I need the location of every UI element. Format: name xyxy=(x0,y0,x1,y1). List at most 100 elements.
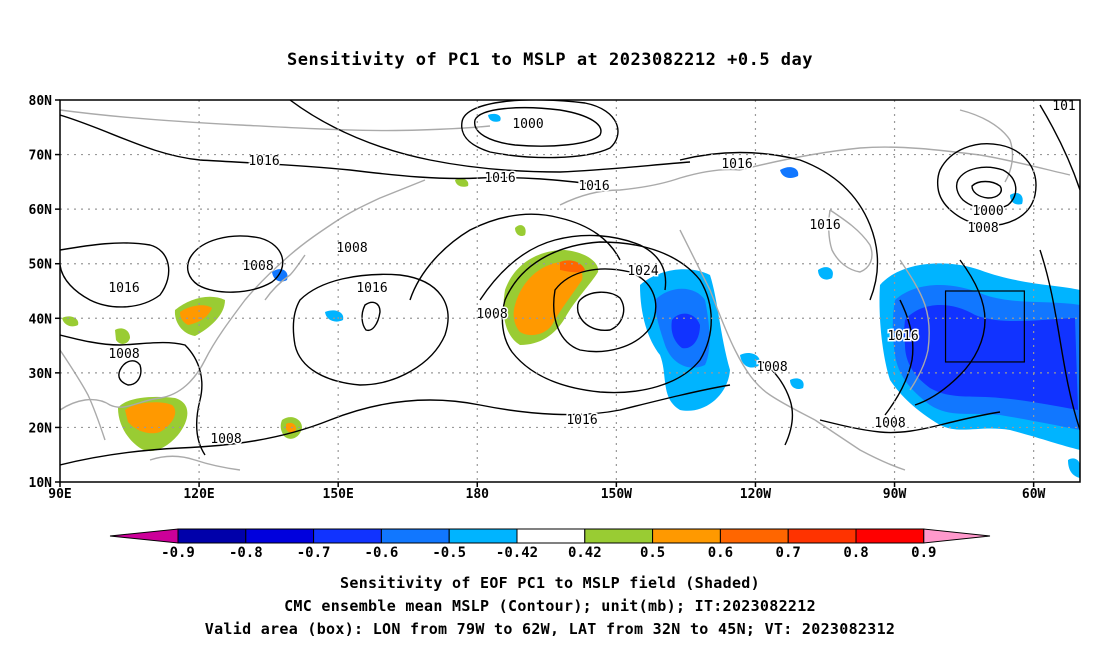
contour-1024-high xyxy=(553,268,657,353)
contour-1008-monsoon xyxy=(60,334,206,456)
colorbar-swatch xyxy=(177,528,247,544)
contour-1008-east-pacific xyxy=(409,213,621,301)
longitude-tick-label: 90W xyxy=(883,487,907,502)
contour-label: 1008 xyxy=(336,241,367,256)
negative-patch-northeast-pacific-core xyxy=(671,313,700,349)
negative-patch-east-edge xyxy=(1068,458,1080,478)
coastline-greenland xyxy=(959,109,1014,183)
contour-greenland-inner xyxy=(971,180,1002,199)
colorbar-tick-label: -0.42 xyxy=(496,545,538,561)
latitude-tick-label: 10N xyxy=(29,476,53,491)
negative-patch-arctic xyxy=(488,113,501,122)
negative-patch-west-coast xyxy=(740,353,761,368)
colorbar-swatch xyxy=(855,528,925,544)
negative-patch-hudson xyxy=(818,267,833,280)
longitude-tick-label: 120E xyxy=(183,487,214,502)
longitude-tick-label: 90E xyxy=(48,487,71,502)
coastlines xyxy=(60,109,1071,471)
colorbar-swatch xyxy=(448,528,518,544)
longitude-tick-label: 180 xyxy=(466,487,490,502)
coastline-siberia xyxy=(60,109,491,132)
plot-frame xyxy=(59,99,1081,483)
colorbar-swatch xyxy=(313,528,382,544)
contour-1016-pacific-small xyxy=(361,301,381,332)
colorbar-swatch xyxy=(787,528,857,544)
colorbar-tick-label: -0.6 xyxy=(365,545,399,561)
contour-1016-pacific-high xyxy=(292,273,449,386)
colorbar-tick-label: -0.7 xyxy=(297,545,331,561)
coastline-central-america xyxy=(814,419,906,471)
lat-lon-grid xyxy=(60,100,1080,482)
contour-label: 1016 xyxy=(108,281,139,296)
colorbar-low-arrow xyxy=(109,528,179,544)
coastline-canada xyxy=(739,146,1071,176)
longitude-tick-label: 120W xyxy=(740,487,771,502)
contour-label: 1016 xyxy=(721,157,752,172)
colorbar-swatch xyxy=(719,528,789,544)
contour-label: 1008 xyxy=(967,221,998,236)
mslp-contours xyxy=(60,100,1080,466)
colorbar-tick-label: 0.8 xyxy=(843,545,868,561)
map-title: Sensitivity of PC1 to MSLP at 2023082212… xyxy=(286,50,813,70)
contour-1000-greenland xyxy=(955,166,1017,210)
positive-patch-east-china-core xyxy=(180,305,212,325)
contour-1016-atlantic-low xyxy=(914,259,986,406)
colorbar-swatch xyxy=(516,528,586,544)
contour-label: 1016 xyxy=(248,154,279,169)
contour-label: 1008 xyxy=(756,360,787,375)
contour-label: 1008 xyxy=(108,347,139,362)
contour-1016-arctic xyxy=(289,100,691,173)
contour-label: 1016 xyxy=(484,171,515,186)
latitude-tick-label: 20N xyxy=(29,421,53,436)
contour-label: 101 xyxy=(1052,99,1075,114)
contour-label: 1008 xyxy=(476,307,507,322)
colorbar-tick-label: -0.5 xyxy=(432,545,466,561)
footer-line-1: Sensitivity of EOF PC1 to MSLP field (Sh… xyxy=(340,574,760,592)
contour-1024-high-inner xyxy=(576,291,625,332)
contour-1008-asia-low xyxy=(186,235,284,293)
contour-label: 1008 xyxy=(210,432,241,447)
latitude-tick-label: 70N xyxy=(29,149,53,164)
contour-label: 1016 xyxy=(887,329,918,344)
coastline-indonesia xyxy=(149,455,241,471)
latitude-tick-label: 60N xyxy=(29,203,53,218)
footer-line-2: CMC ensemble mean MSLP (Contour); unit(m… xyxy=(284,597,816,615)
contour-1016-atlantic xyxy=(1039,104,1080,191)
contour-1008-south-asia xyxy=(118,360,142,386)
contour-label: 1008 xyxy=(242,259,273,274)
contour-label: 1000 xyxy=(972,204,1003,219)
positive-patch-south-asia xyxy=(115,328,130,344)
colorbar-swatch xyxy=(652,528,721,544)
contour-1016-canada xyxy=(679,151,879,301)
positive-patch-aleutians xyxy=(515,225,526,237)
contour-1016-north xyxy=(60,114,601,186)
contour-label: 1008 xyxy=(874,416,905,431)
coastline-north-america-east xyxy=(899,259,930,391)
negative-patch-caribbean xyxy=(790,378,804,390)
contour-1016-pacific-high-outer xyxy=(60,384,731,466)
negative-patch-greenland xyxy=(1010,193,1023,205)
contour-label: 1016 xyxy=(566,413,597,428)
negative-patch-atlantic-core xyxy=(904,304,1078,410)
coastline-india xyxy=(60,349,106,441)
longitude-tick-label: 150E xyxy=(323,487,354,502)
contour-label: 1016 xyxy=(356,281,387,296)
contour-1008-greenland-outer xyxy=(936,143,1037,227)
coastline-hudson-bay xyxy=(827,209,873,273)
latitude-tick-label: 50N xyxy=(29,258,53,273)
contour-1008-atlantic-south xyxy=(819,411,1001,434)
positive-patch-south-china-core xyxy=(125,402,176,434)
sensitivity-shading xyxy=(62,113,1080,478)
contour-label: 1016 xyxy=(578,179,609,194)
footer-line-3: Valid area (box): LON from 79W to 62W, L… xyxy=(204,620,896,638)
contour-1008-eastern-us xyxy=(884,299,914,416)
negative-patch-midlat-pacific xyxy=(325,310,344,322)
latitude-tick-label: 40N xyxy=(29,312,53,327)
contour-1016-asia xyxy=(60,242,170,308)
colorbar-swatch xyxy=(245,528,315,544)
latitude-tick-label: 30N xyxy=(29,367,53,382)
contour-1016-high-outer xyxy=(501,241,712,394)
valid-area-box xyxy=(944,290,1025,363)
colorbar-tick-label: 0.5 xyxy=(640,545,665,561)
contour-1016-east-pacific xyxy=(479,234,667,301)
